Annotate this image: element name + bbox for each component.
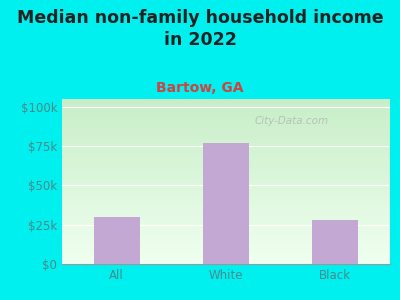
Text: City-Data.com: City-Data.com (254, 116, 329, 125)
Text: Median non-family household income
in 2022: Median non-family household income in 20… (17, 9, 383, 49)
Bar (203, 143, 249, 264)
Bar (94, 217, 140, 264)
Text: Bartow, GA: Bartow, GA (156, 81, 244, 95)
Bar (312, 220, 358, 264)
